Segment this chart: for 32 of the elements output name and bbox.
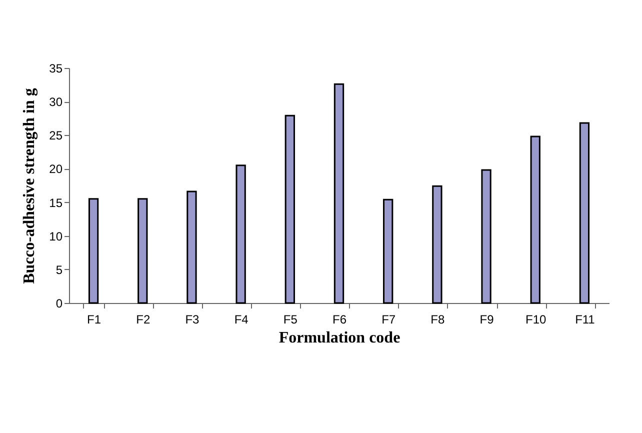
y-tick-label: 10 — [49, 229, 63, 244]
y-tick-label: 5 — [56, 262, 63, 277]
bar — [88, 198, 99, 304]
y-tick-label: 35 — [49, 62, 63, 76]
x-tick-label: F2 — [136, 312, 150, 326]
y-tick-label: 30 — [49, 95, 63, 110]
bar — [383, 198, 394, 304]
bar — [530, 136, 540, 304]
x-tick-label: F7 — [382, 312, 396, 326]
y-tick-label: 20 — [49, 162, 63, 176]
y-tick-label: 15 — [49, 196, 63, 210]
bar — [284, 114, 295, 304]
y-axis-title: Bucco-adhesive strength in g — [21, 88, 38, 284]
y-tick-label: 25 — [49, 128, 63, 143]
bar — [334, 83, 344, 304]
x-tick-label: F3 — [185, 312, 200, 326]
x-axis-title: Formulation code — [278, 330, 400, 346]
bar — [138, 198, 148, 304]
x-tick-label: F10 — [526, 312, 547, 326]
x-tick-label: F6 — [332, 312, 347, 326]
bar — [579, 122, 590, 304]
x-tick-label: F4 — [234, 312, 249, 326]
x-tick-label: F11 — [575, 312, 596, 326]
x-tick-label: F1 — [87, 312, 102, 326]
bar — [186, 190, 197, 304]
x-tick-label: F8 — [430, 312, 446, 326]
y-tick-label: 0 — [56, 296, 63, 310]
bar — [432, 185, 442, 304]
bar — [481, 169, 492, 304]
x-tick-label: F9 — [480, 312, 494, 326]
bar — [236, 164, 246, 304]
x-tick-label: F5 — [283, 312, 298, 326]
